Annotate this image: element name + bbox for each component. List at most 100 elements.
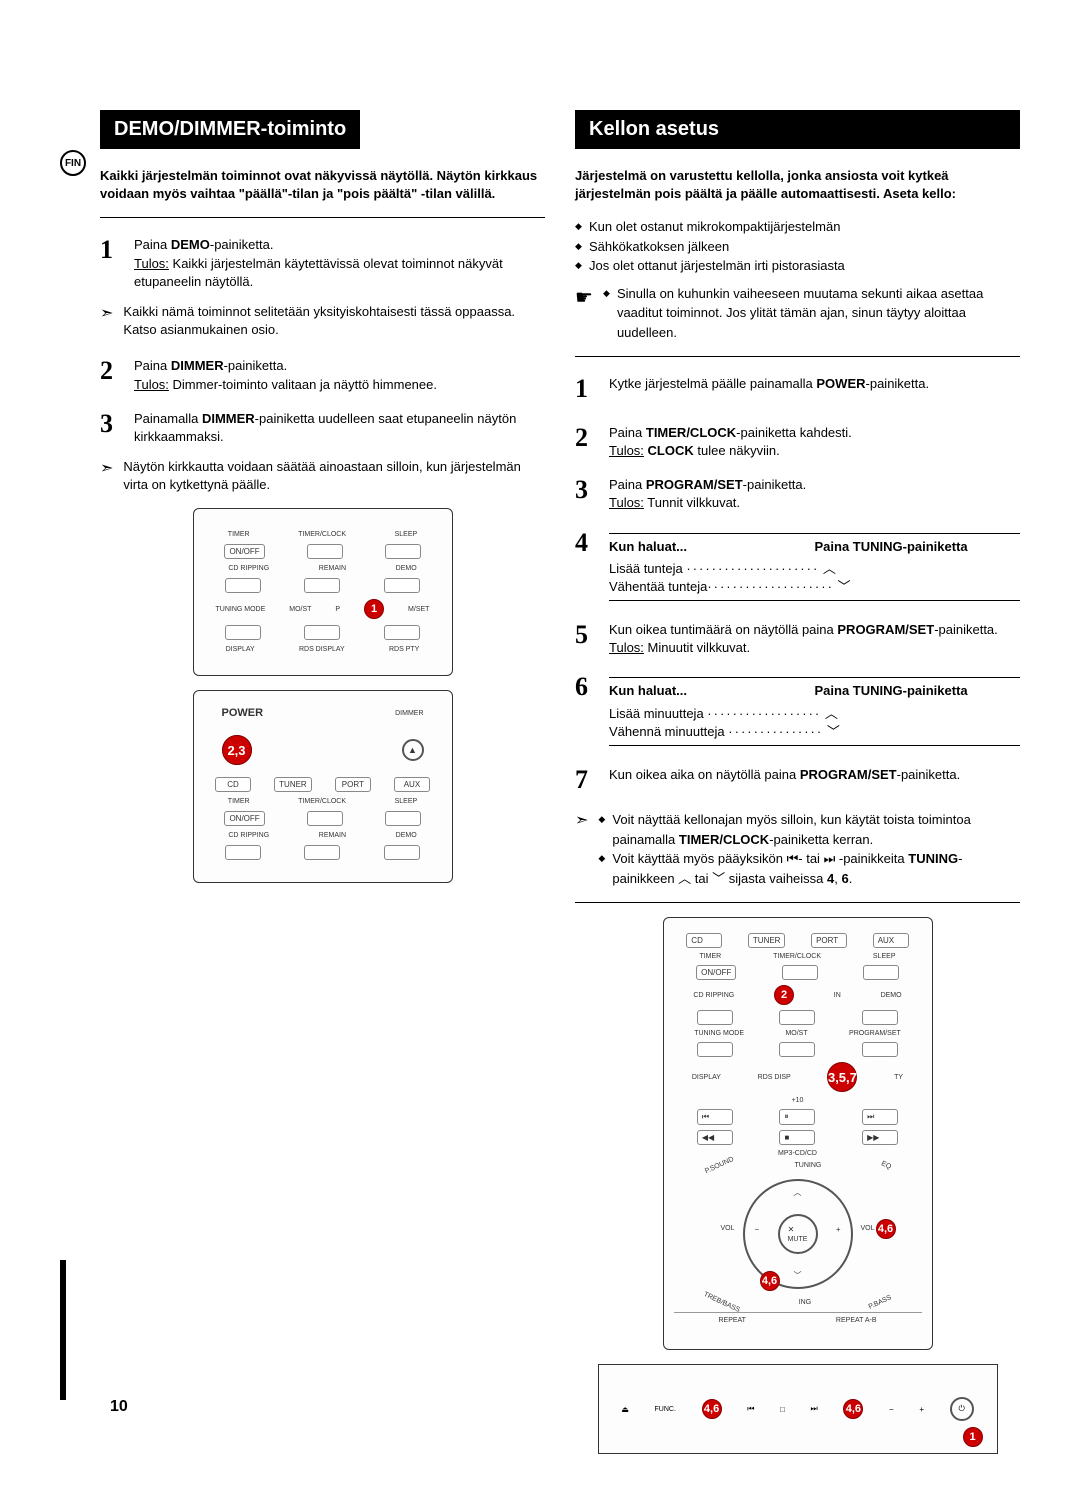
text: Kytke järjestelmä päälle painamalla (609, 376, 816, 391)
text-bold: TIMER/CLOCK (646, 425, 736, 440)
bullet-item: Kun olet ostanut mikrokompaktijärjestelm… (575, 217, 1020, 237)
btn-label: AUX (394, 777, 430, 792)
td: Vähentää tunteja (609, 579, 707, 594)
right-step-1: 1 Kytke järjestelmä päälle painamalla PO… (575, 371, 1020, 407)
callout-badge: 2,3 (222, 735, 252, 765)
step-number: 2 (575, 420, 599, 460)
btn-label: ON/OFF (696, 965, 736, 980)
btn-label: ON/OFF (224, 811, 264, 826)
btn-label: REMAIN (319, 565, 346, 572)
remote-diagram-large: CDTUNERPORTAUX TIMERTIMER/CLOCKSLEEP ON/… (663, 917, 933, 1350)
page-body: DEMO/DIMMER-toiminto Kaikki järjestelmän… (0, 0, 1080, 1508)
divider (100, 217, 545, 218)
btn-label: TIMER (228, 531, 250, 538)
step-number: 4 (575, 525, 599, 606)
btn-label: CD RIPPING (228, 565, 269, 572)
btn-label: DEMO (396, 565, 417, 572)
end-note-line: Voit käyttää myös pääyksikön ⏮- tai ⏭ -p… (598, 849, 1020, 888)
btn-label: TUNER (274, 777, 312, 792)
btn-label: RDS DISP (758, 1074, 791, 1081)
action-table: Kun haluat...Paina TUNING-painiketta Lis… (609, 677, 1020, 746)
dots: ·················· (707, 706, 821, 721)
callout-badge: 4,6 (843, 1399, 863, 1419)
divider (575, 902, 1020, 903)
nav-pad: ︿ ﹀ VOL − VOL + ✕MUTE (743, 1179, 853, 1289)
text: -painiketta. (934, 622, 998, 637)
hand-icon (575, 284, 593, 343)
eject-icon: ⏏ (621, 1405, 629, 1414)
hand-note-text: Sinulla on kuhunkin vaiheeseen muutama s… (603, 284, 1020, 343)
divider (575, 356, 1020, 357)
btn-label: CD (686, 933, 722, 948)
btn-blank (304, 845, 340, 860)
step-number: 3 (100, 406, 124, 446)
btn-label: CD (215, 777, 251, 792)
mute-button: ✕MUTE (778, 1214, 818, 1254)
btn-blank (304, 625, 340, 640)
td: Lisää tunteja (609, 561, 683, 576)
text-underline: Tulos: (134, 377, 169, 392)
eject-icon: ▲ (402, 739, 424, 761)
label: EQ (880, 1161, 892, 1172)
step-number: 6 (575, 669, 599, 750)
btn-label: MO/ST (785, 1030, 807, 1037)
text-bold: 6 (841, 871, 848, 886)
prev-icon: ⏮ (747, 1404, 754, 1414)
td: Vähennä minuutteja (609, 724, 725, 739)
btn-label: TIMER/CLOCK (773, 953, 821, 960)
step-number: 1 (100, 232, 124, 291)
next-track-icon: ⏭ (824, 851, 836, 866)
up-chevron-icon: ︿ (794, 1187, 802, 1198)
btn-label: TY (894, 1074, 903, 1081)
text-bold: PROGRAM/SET (800, 767, 897, 782)
text-underline: Tulos: (609, 495, 644, 510)
btn-label: TIMER/CLOCK (298, 798, 346, 805)
btn-blank (697, 1010, 733, 1025)
right-intro: Järjestelmä on varustettu kellolla, jonk… (575, 167, 1020, 203)
btn-label: SLEEP (395, 798, 418, 805)
th: Paina TUNING-painiketta (815, 538, 1021, 556)
text: Paina (609, 425, 646, 440)
btn-blank (385, 544, 421, 559)
btn-label: TIMER (228, 798, 250, 805)
left-column: DEMO/DIMMER-toiminto Kaikki järjestelmän… (100, 110, 545, 1468)
btn-blank (385, 811, 421, 826)
btn-label: M/SET (408, 606, 429, 613)
btn-label: DISPLAY (226, 646, 255, 653)
text: -painiketta. (224, 358, 288, 373)
label: REPEAT A-B (836, 1317, 877, 1324)
btn-label: DEMO (881, 992, 902, 999)
callout-badge: 4,6 (702, 1399, 722, 1419)
forward-icon: ▶▶ (862, 1130, 898, 1145)
step-number: 2 (100, 353, 124, 393)
right-step-6: 6 Kun haluat...Paina TUNING-painiketta L… (575, 669, 1020, 750)
btn-label: DISPLAY (692, 1074, 721, 1081)
btn-blank (307, 544, 343, 559)
page-number: 10 (110, 1398, 128, 1416)
text-underline: Tulos: (134, 256, 169, 271)
label: TUNING (795, 1162, 822, 1169)
func-label: FUNC. (655, 1406, 676, 1413)
btn-blank (225, 625, 261, 640)
text: Minuutit vilkkuvat. (644, 640, 750, 655)
dots: ··············· (728, 724, 823, 739)
btn-label: RDS PTY (389, 646, 419, 653)
left-step-2: 2 Paina DIMMER-painiketta. Tulos: Dimmer… (100, 353, 545, 393)
step-number: 5 (575, 617, 599, 657)
left-note-1: Kaikki nämä toiminnot selitetään yksityi… (100, 303, 545, 339)
btn-label: SLEEP (873, 953, 896, 960)
pause-icon: ⏸ (779, 1109, 815, 1125)
text-bold: DIMMER (171, 358, 224, 373)
callout-badge: 4,6 (876, 1219, 896, 1239)
text: Paina (134, 358, 171, 373)
btn-label: REMAIN (319, 832, 346, 839)
label: P.SOUND (703, 1156, 734, 1175)
bullet-item: Sähkökatkoksen jälkeen (575, 237, 1020, 257)
action-table: Kun haluat...Paina TUNING-painiketta Lis… (609, 533, 1020, 602)
btn-blank (863, 965, 899, 980)
rewind-icon: ◀◀ (697, 1130, 733, 1145)
callout-badge: 4,6 (760, 1271, 780, 1291)
btn-label: CD RIPPING (228, 832, 269, 839)
th: Kun haluat... (609, 538, 815, 556)
btn-label: MO/ST (289, 606, 311, 613)
